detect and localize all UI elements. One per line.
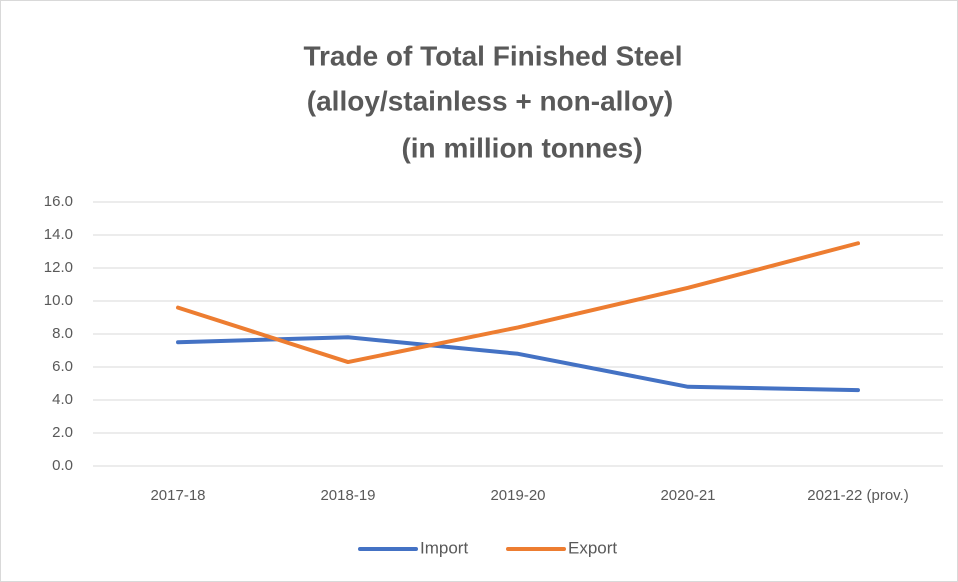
y-tick-label: 8.0: [52, 325, 73, 342]
legend-label: Import: [420, 538, 468, 557]
chart-title: (alloy/stainless + non-alloy): [307, 85, 673, 116]
x-tick-label: 2019-20: [490, 487, 545, 504]
x-tick-label: 2020-21: [660, 487, 715, 504]
y-tick-label: 16.0: [44, 193, 73, 210]
x-tick-label: 2021-22 (prov.): [807, 487, 908, 504]
y-tick-label: 14.0: [44, 226, 73, 243]
y-tick-label: 6.0: [52, 358, 73, 375]
legend-label: Export: [568, 538, 617, 557]
x-tick-label: 2017-18: [150, 487, 205, 504]
y-tick-label: 0.0: [52, 457, 73, 474]
chart-title: (in million tonnes): [401, 132, 642, 163]
y-tick-label: 12.0: [44, 259, 73, 276]
y-tick-label: 2.0: [52, 424, 73, 441]
x-tick-label: 2018-19: [320, 487, 375, 504]
line-series: [176, 335, 860, 393]
y-tick-label: 4.0: [52, 391, 73, 408]
chart-title: Trade of Total Finished Steel: [303, 40, 682, 71]
y-tick-label: 10.0: [44, 292, 73, 309]
line-series: [176, 241, 860, 365]
